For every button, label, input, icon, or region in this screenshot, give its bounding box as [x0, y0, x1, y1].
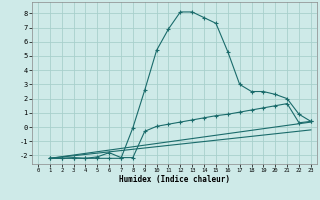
X-axis label: Humidex (Indice chaleur): Humidex (Indice chaleur)	[119, 175, 230, 184]
